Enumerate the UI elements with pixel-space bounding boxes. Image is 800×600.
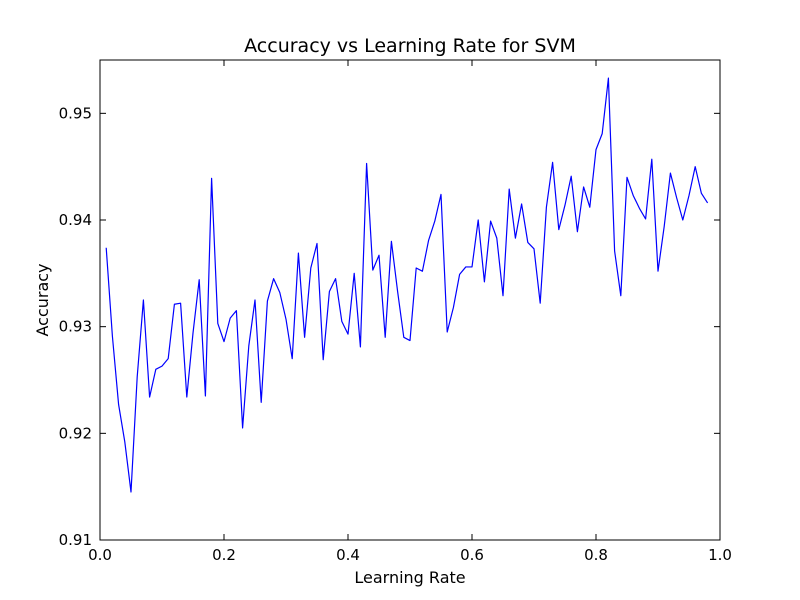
x-tick-label: 0.8 (584, 546, 608, 564)
x-axis-label: Learning Rate (354, 568, 465, 587)
x-tick-label: 0.2 (212, 546, 236, 564)
x-tick-label: 0.0 (88, 546, 112, 564)
series-line-1 (105, 77, 709, 493)
axis-ticks: 0.0 0.2 0.4 0.6 0.8 1.0 0.91 0.92 0.93 0.94 0.95 (59, 60, 732, 564)
x-tick-label: 0.4 (336, 546, 360, 564)
plot-frame (99, 59, 721, 541)
y-tick-label: 0.94 (59, 211, 92, 229)
y-axis-label: Accuracy (33, 263, 52, 336)
plot-area (105, 77, 709, 493)
y-tick-label: 0.92 (59, 424, 92, 442)
y-tick-label: 0.91 (59, 531, 92, 549)
x-tick-label: 0.6 (460, 546, 484, 564)
chart-title: Accuracy vs Learning Rate for SVM (244, 35, 576, 57)
y-tick-label: 0.95 (59, 104, 92, 122)
y-tick-label: 0.93 (59, 318, 92, 336)
x-tick-label: 1.0 (708, 546, 732, 564)
